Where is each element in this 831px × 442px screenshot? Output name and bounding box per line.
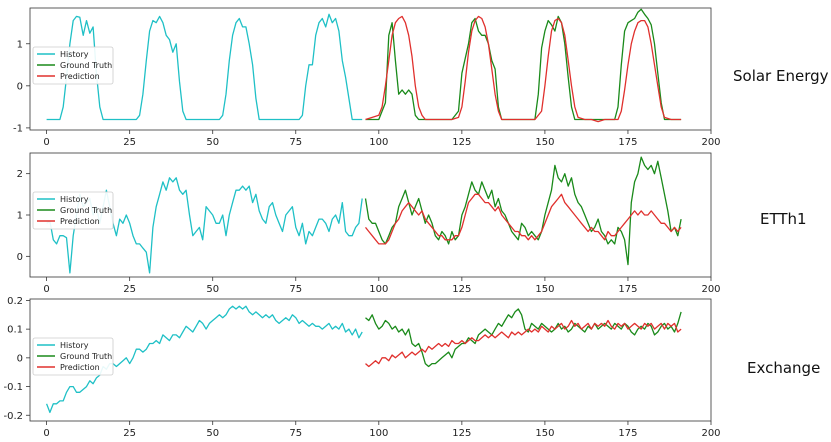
- legend-label: Prediction: [60, 363, 100, 372]
- legend-label: History: [60, 50, 89, 59]
- y-tick-label: -0.2: [3, 411, 23, 422]
- x-tick-label: 0: [43, 284, 49, 295]
- chart-solar-energy: 0 25 50 75 100 125 150 175 200 -1 0 1 History Ground …: [13, 7, 721, 148]
- x-tick-label: 100: [369, 137, 388, 148]
- legend-label: Ground Truth: [60, 206, 112, 215]
- legend: History Ground Truth Prediction: [32, 337, 114, 376]
- x-tick-label: 125: [452, 284, 471, 295]
- dataset-label-solar-energy: Solar Energy: [733, 67, 829, 85]
- x-tick-label: 50: [206, 284, 219, 295]
- legend-box: [32, 337, 114, 376]
- legend-label: Ground Truth: [60, 61, 112, 70]
- x-tick-label: 50: [206, 428, 219, 439]
- y-tick-label: 0: [17, 81, 23, 92]
- chart-etth1: 0 25 50 75 100 125 150 175 200 0 1 2 History Ground T…: [17, 152, 721, 295]
- x-tick-label: 75: [289, 428, 302, 439]
- y-tick-label: 0: [17, 353, 23, 364]
- plot-frame: [29, 7, 712, 131]
- x-tick-label: 75: [289, 137, 302, 148]
- x-tick-label: 25: [123, 428, 136, 439]
- plot-frame: [29, 152, 712, 278]
- x-tick-label: 25: [123, 137, 136, 148]
- x-tick-label: 175: [618, 284, 637, 295]
- legend: History Ground Truth Prediction: [32, 46, 114, 85]
- y-tick-label: 1: [17, 39, 23, 50]
- x-tick-label: 25: [123, 284, 136, 295]
- y-tick-label: -0.1: [3, 382, 23, 393]
- series-history-line: [45, 305, 363, 414]
- x-tick-label: 175: [618, 137, 637, 148]
- legend-box: [32, 191, 114, 230]
- x-tick-label: 0: [43, 428, 49, 439]
- x-tick-label: 150: [535, 428, 554, 439]
- x-tick-label: 200: [701, 428, 720, 439]
- x-tick-label: 100: [369, 428, 388, 439]
- x-tick-label: 175: [618, 428, 637, 439]
- x-tick-label: 0: [43, 137, 49, 148]
- y-tick-label: 1: [17, 211, 23, 222]
- y-tick-label: 0.2: [7, 296, 23, 307]
- x-tick-label: 200: [701, 137, 720, 148]
- x-tick-label: 125: [452, 137, 471, 148]
- series-ground-truth-line: [365, 308, 682, 368]
- legend-label: Prediction: [60, 72, 100, 81]
- dataset-label-exchange: Exchange: [747, 359, 821, 377]
- y-tick-label: 0.1: [7, 325, 23, 336]
- legend-label: Ground Truth: [60, 352, 112, 361]
- x-tick-label: 150: [535, 137, 554, 148]
- legend-label: History: [60, 195, 89, 204]
- dataset-label-etth1: ETTh1: [760, 210, 807, 228]
- series-ground-truth-line: [364, 156, 682, 266]
- x-tick-label: 125: [452, 428, 471, 439]
- x-tick-label: 100: [369, 284, 388, 295]
- chart-exchange: 0 25 50 75 100 125 150 175 200 -0.2 -0.1 0 0.1 0.2 His…: [3, 296, 720, 439]
- series-prediction-line: [365, 15, 682, 123]
- x-tick-label: 150: [535, 284, 554, 295]
- legend-box: [32, 46, 114, 85]
- series-history-line: [46, 13, 363, 121]
- legend: History Ground Truth Prediction: [32, 191, 114, 230]
- x-tick-label: 50: [206, 137, 219, 148]
- x-tick-label: 75: [289, 284, 302, 295]
- legend-label: Prediction: [60, 217, 100, 226]
- series-prediction-line: [365, 319, 682, 368]
- y-tick-label: 0: [17, 252, 23, 263]
- y-tick-label: -1: [13, 123, 23, 134]
- plot-frame: [29, 298, 712, 422]
- series-prediction-line: [364, 193, 682, 245]
- x-tick-label: 200: [701, 284, 720, 295]
- legend-label: History: [60, 341, 89, 350]
- y-tick-label: 2: [17, 169, 23, 180]
